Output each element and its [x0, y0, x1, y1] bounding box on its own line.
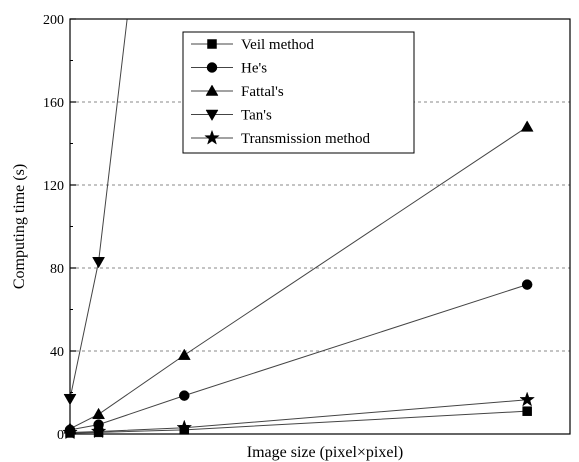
series-lines	[70, 19, 528, 434]
data-point-fattal-s	[177, 348, 191, 360]
legend: Veil method He's Fattal's Tan's Transmission…	[182, 31, 415, 154]
data-point-transmission-method	[176, 419, 193, 435]
x-axis-label: Image size (pixel×pixel)	[247, 444, 404, 461]
series-line-veil-method	[70, 410, 528, 434]
data-point-transmission-method	[519, 391, 536, 407]
series-line-tan-s	[70, 19, 142, 399]
legend-label-fattal-s: Fattal's	[241, 84, 284, 100]
y-tick-label-120: 120	[43, 179, 64, 194]
series-line-he-s	[70, 284, 528, 431]
legend-label-transmission-method: Transmission method	[241, 131, 371, 147]
legend-label-veil-method: Veil method	[241, 37, 314, 53]
data-point-he-s	[521, 279, 533, 290]
series-line-transmission-method	[70, 399, 528, 434]
legend-label-tan-s: Tan's	[241, 108, 272, 124]
legend-box	[182, 31, 415, 154]
series-markers	[62, 120, 536, 440]
data-point-veil-method	[522, 406, 532, 416]
legend-label-he-s: He's	[241, 61, 267, 77]
axis-ticks: 0 40 80 120 160 200	[43, 13, 76, 443]
legend-marker-fattal-s	[205, 84, 219, 96]
y-axis-label: Computing time (s)	[11, 164, 28, 289]
data-point-tan-s	[92, 257, 106, 269]
y-tick-label-200: 200	[43, 13, 64, 28]
y-tick-label-160: 160	[43, 96, 64, 111]
legend-marker-veil-method	[207, 39, 217, 49]
grid-lines	[70, 101, 570, 352]
data-point-he-s	[179, 390, 190, 401]
data-point-fattal-s	[520, 120, 534, 132]
y-tick-label-0: 0	[57, 428, 64, 443]
legend-marker-transmission-method	[204, 129, 220, 145]
y-tick-label-80: 80	[50, 262, 64, 277]
series-line-fattal-s	[70, 126, 528, 430]
legend-marker-he-s	[206, 62, 218, 73]
data-point-fattal-s	[92, 407, 106, 420]
legend-marker-tan-s	[205, 109, 219, 122]
y-tick-label-40: 40	[50, 345, 64, 360]
